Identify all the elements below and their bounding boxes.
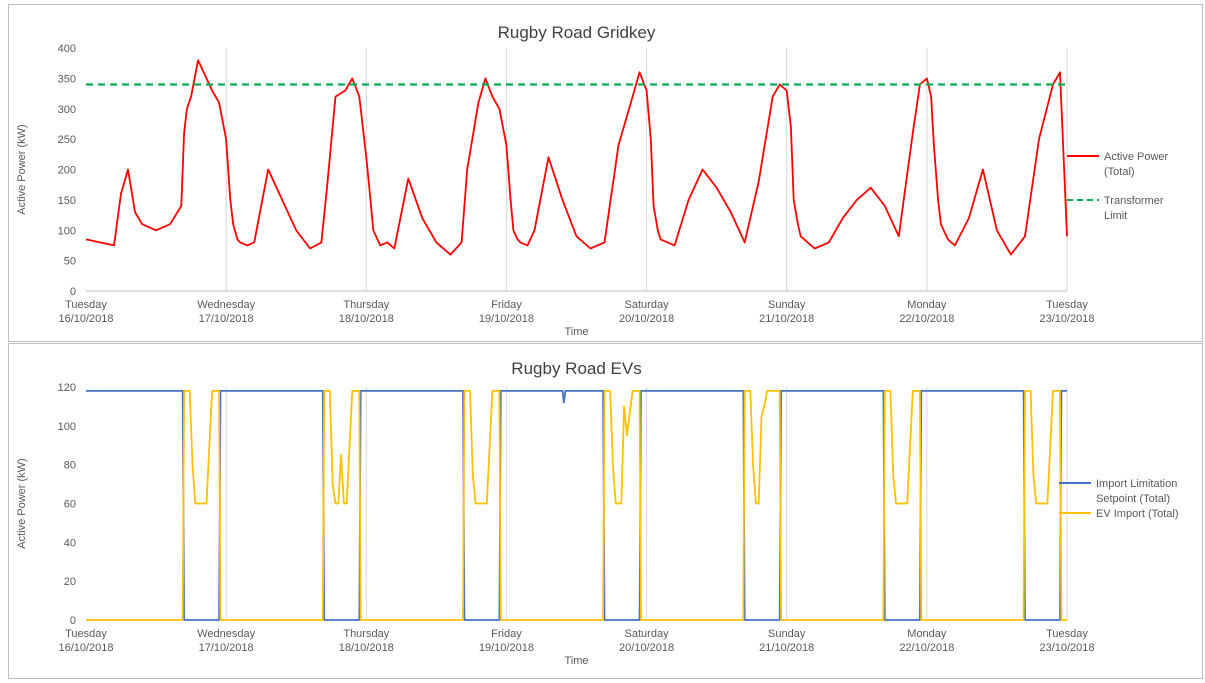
- y-tick-label: 0: [70, 286, 76, 298]
- legend-label-0: Setpoint (Total): [1096, 493, 1170, 505]
- x-tick-label: Tuesday: [65, 628, 107, 640]
- x-tick-label: 22/10/2018: [899, 313, 954, 325]
- y-tick-label: 80: [64, 460, 76, 472]
- chart-title: Rugby Road Gridkey: [498, 23, 656, 42]
- x-tick-label: 17/10/2018: [199, 313, 254, 325]
- evs-chart-panel: Rugby Road EVs 0 20 40 60 80 100 120 Tuesday 16/1…: [8, 343, 1203, 679]
- x-tick-label: Thursday: [343, 299, 389, 311]
- chart-title: Rugby Road EVs: [511, 359, 641, 378]
- x-axis-label: Time: [564, 326, 588, 338]
- y-tick-label: 400: [58, 43, 76, 55]
- y-axis-label: Active Power (kW): [16, 124, 28, 214]
- x-tick-label: 17/10/2018: [199, 642, 254, 654]
- y-tick-label: 20: [64, 576, 76, 588]
- x-tick-label: 20/10/2018: [619, 642, 674, 654]
- x-tick-label: Sunday: [768, 628, 806, 640]
- legend-label-0: Active Power: [1104, 151, 1169, 163]
- legend-label-1: Limit: [1104, 210, 1127, 222]
- y-tick-label: 40: [64, 537, 76, 549]
- x-tick-label: 23/10/2018: [1039, 313, 1094, 325]
- x-tick-label: Monday: [907, 628, 947, 640]
- y-tick-label: 150: [58, 195, 76, 207]
- x-tick-label: Wednesday: [197, 628, 255, 640]
- y-tick-label: 200: [58, 165, 76, 177]
- y-tick-label: 100: [58, 225, 76, 237]
- x-tick-label: 21/10/2018: [759, 642, 814, 654]
- x-tick-label: Friday: [491, 299, 522, 311]
- y-tick-label: 300: [58, 104, 76, 116]
- y-axis-label: Active Power (kW): [16, 458, 28, 548]
- x-tick-label: 23/10/2018: [1039, 642, 1094, 654]
- y-tick-label: 350: [58, 73, 76, 85]
- x-tick-label: Tuesday: [1046, 299, 1088, 311]
- series-line-1: [86, 390, 1067, 621]
- legend-label-1: Transformer: [1104, 195, 1164, 207]
- x-tick-label: Tuesday: [65, 299, 107, 311]
- legend-label-1: EV Import (Total): [1096, 508, 1179, 520]
- x-tick-label: 19/10/2018: [479, 642, 534, 654]
- x-axis-label: Time: [564, 655, 588, 667]
- x-tick-label: Saturday: [625, 299, 670, 311]
- x-tick-label: Thursday: [343, 628, 389, 640]
- y-tick-label: 0: [70, 615, 76, 627]
- gridkey-chart: Rugby Road Gridkey 0 50 100 150 200 250 300 350 4…: [16, 23, 1169, 338]
- x-tick-label: 19/10/2018: [479, 313, 534, 325]
- legend-label-0: (Total): [1104, 166, 1135, 178]
- x-tick-label: 21/10/2018: [759, 313, 814, 325]
- x-tick-label: Wednesday: [197, 299, 255, 311]
- x-tick-label: 18/10/2018: [339, 313, 394, 325]
- y-tick-label: 100: [58, 421, 76, 433]
- x-tick-label: Monday: [907, 299, 947, 311]
- x-tick-label: Friday: [491, 628, 522, 640]
- y-tick-label: 250: [58, 134, 76, 146]
- x-tick-label: 22/10/2018: [899, 642, 954, 654]
- y-tick-label: 120: [58, 382, 76, 394]
- gridkey-chart-panel: Rugby Road Gridkey 0 50 100 150 200 250 300 350 4…: [8, 4, 1203, 342]
- x-tick-label: 18/10/2018: [339, 642, 394, 654]
- evs-chart: Rugby Road EVs 0 20 40 60 80 100 120 Tuesday 16/1…: [16, 359, 1179, 667]
- x-tick-label: 16/10/2018: [58, 313, 113, 325]
- legend-label-0: Import Limitation: [1096, 478, 1177, 490]
- series-line-0: [85, 59, 1068, 256]
- x-tick-label: Tuesday: [1046, 628, 1088, 640]
- x-tick-label: Sunday: [768, 299, 806, 311]
- x-tick-label: 20/10/2018: [619, 313, 674, 325]
- y-tick-label: 50: [64, 256, 76, 268]
- x-tick-label: Saturday: [625, 628, 670, 640]
- x-tick-label: 16/10/2018: [58, 642, 113, 654]
- y-tick-label: 60: [64, 499, 76, 511]
